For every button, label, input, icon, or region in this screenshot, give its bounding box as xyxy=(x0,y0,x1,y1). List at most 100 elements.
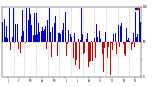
Bar xyxy=(94,38,95,42)
Bar xyxy=(23,31,24,42)
Bar xyxy=(76,42,77,60)
Bar xyxy=(11,26,12,42)
Bar xyxy=(99,31,100,42)
Bar xyxy=(29,8,30,42)
Bar xyxy=(20,42,21,53)
Bar xyxy=(14,42,15,43)
Bar xyxy=(83,42,84,54)
Bar xyxy=(48,42,49,54)
Bar xyxy=(8,42,9,43)
Bar xyxy=(50,32,51,42)
Bar xyxy=(16,24,17,42)
Bar xyxy=(68,30,69,42)
Bar xyxy=(137,34,138,42)
Bar xyxy=(10,42,11,50)
Bar xyxy=(37,34,38,42)
Bar xyxy=(121,23,122,42)
Bar xyxy=(134,42,135,46)
Bar xyxy=(100,39,101,42)
Bar xyxy=(32,21,33,42)
Bar xyxy=(131,42,132,50)
Bar xyxy=(28,20,29,42)
Bar xyxy=(49,8,50,42)
Bar xyxy=(55,16,56,42)
Bar xyxy=(91,41,92,42)
Bar xyxy=(140,22,141,42)
Bar xyxy=(39,32,40,42)
Legend: , : , xyxy=(135,8,140,10)
Bar xyxy=(12,37,13,42)
Bar xyxy=(7,38,8,42)
Bar xyxy=(92,42,93,61)
Bar xyxy=(118,25,119,42)
Bar xyxy=(18,42,19,49)
Bar xyxy=(66,42,67,56)
Bar xyxy=(2,22,3,42)
Bar xyxy=(25,42,26,43)
Bar xyxy=(115,33,116,42)
Bar xyxy=(40,34,41,42)
Bar xyxy=(54,23,55,42)
Bar xyxy=(6,26,7,42)
Bar xyxy=(116,42,117,54)
Bar xyxy=(21,36,22,42)
Bar xyxy=(43,31,44,42)
Bar xyxy=(71,37,72,42)
Bar xyxy=(31,25,32,42)
Bar xyxy=(46,42,47,49)
Bar xyxy=(75,42,76,65)
Bar xyxy=(30,13,31,42)
Bar xyxy=(136,37,137,42)
Bar xyxy=(61,32,62,42)
Bar xyxy=(139,9,140,42)
Bar xyxy=(73,42,74,58)
Bar xyxy=(86,39,87,42)
Bar xyxy=(22,10,23,42)
Bar xyxy=(41,31,42,42)
Bar xyxy=(5,37,6,42)
Bar xyxy=(60,34,61,42)
Bar xyxy=(113,34,114,42)
Bar xyxy=(74,33,75,42)
Bar xyxy=(47,19,48,42)
Bar xyxy=(53,42,54,47)
Bar xyxy=(124,42,125,54)
Bar xyxy=(35,35,36,42)
Bar xyxy=(57,42,58,56)
Bar xyxy=(44,29,45,42)
Bar xyxy=(42,27,43,42)
Bar xyxy=(24,33,25,42)
Bar xyxy=(84,42,85,53)
Bar xyxy=(62,30,63,42)
Bar xyxy=(107,42,108,58)
Bar xyxy=(123,42,124,44)
Bar xyxy=(15,24,16,42)
Bar xyxy=(3,35,4,42)
Bar xyxy=(67,42,68,44)
Bar xyxy=(78,39,79,42)
Bar xyxy=(59,33,60,42)
Bar xyxy=(9,8,10,42)
Bar xyxy=(79,42,80,69)
Bar xyxy=(33,35,34,42)
Bar xyxy=(89,42,90,62)
Bar xyxy=(63,23,64,42)
Bar xyxy=(81,8,82,42)
Bar xyxy=(108,42,109,47)
Bar xyxy=(126,28,127,42)
Bar xyxy=(56,32,57,42)
Bar xyxy=(19,33,20,42)
Bar xyxy=(27,10,28,42)
Bar xyxy=(110,42,111,75)
Bar xyxy=(52,27,53,42)
Bar xyxy=(58,33,59,42)
Bar xyxy=(129,41,130,42)
Bar xyxy=(38,23,39,42)
Bar xyxy=(70,34,71,42)
Bar xyxy=(105,32,106,42)
Bar xyxy=(51,42,52,57)
Bar xyxy=(13,8,14,42)
Bar xyxy=(65,12,66,42)
Bar xyxy=(4,19,5,42)
Bar xyxy=(45,26,46,42)
